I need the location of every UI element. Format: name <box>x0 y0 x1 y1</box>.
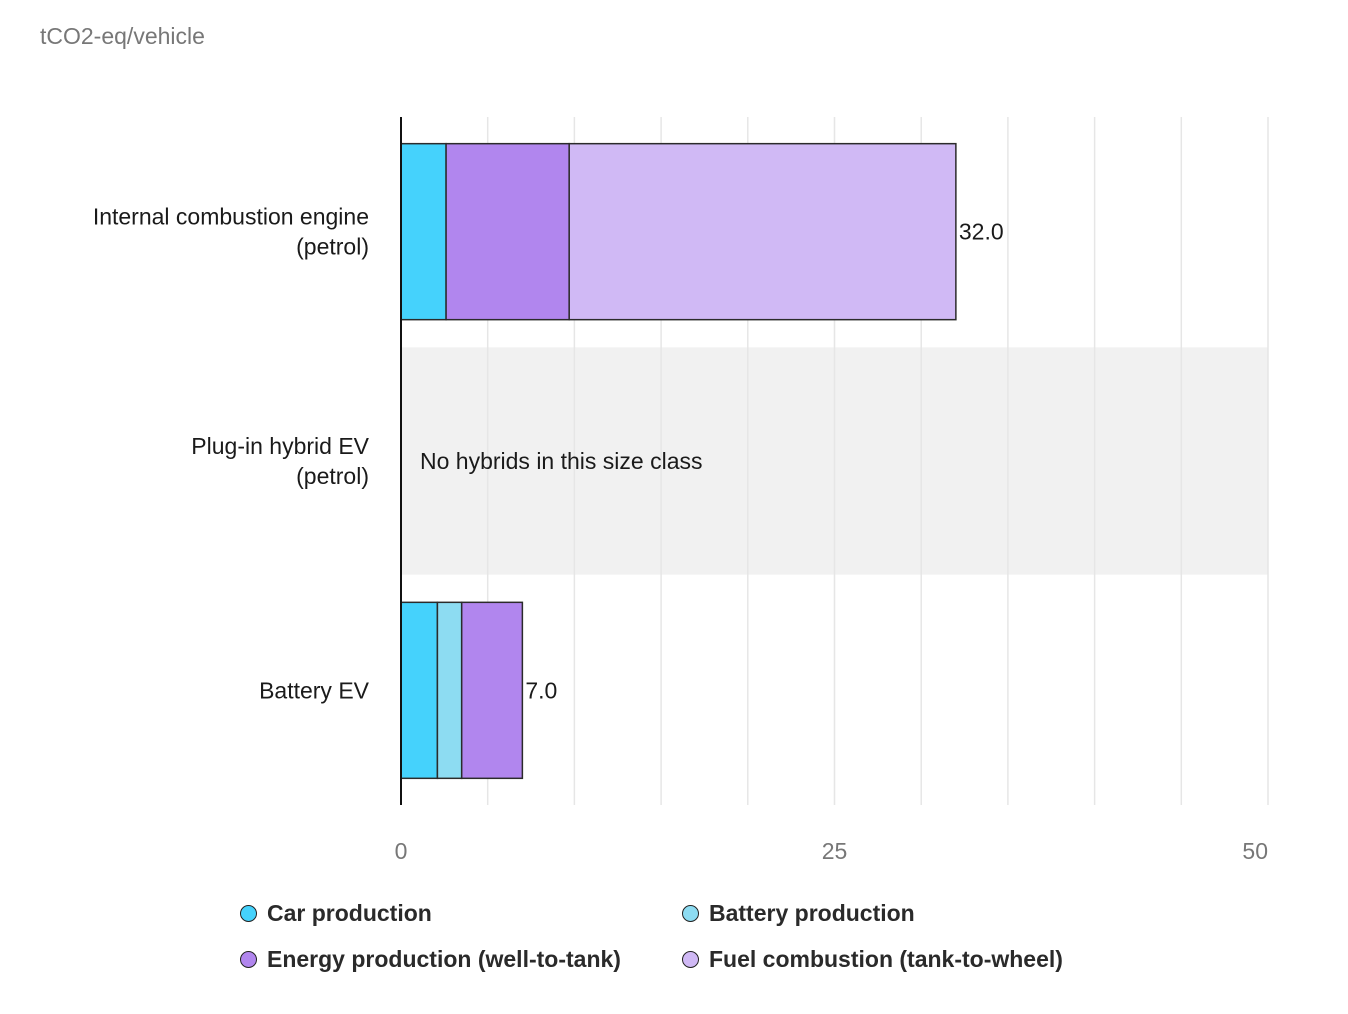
category-label: Plug-in hybrid EV <box>191 433 369 459</box>
x-tick-label: 25 <box>822 838 848 864</box>
bar-segment-energy-production-well-to-tank <box>445 142 570 321</box>
legend: Car production Battery production Energy p… <box>240 898 1140 975</box>
legend-swatch <box>240 951 257 968</box>
legend-swatch <box>240 905 257 922</box>
legend-swatch <box>682 905 699 922</box>
legend-label: Car production <box>267 900 432 926</box>
bar-segment-energy-production-well-to-tank <box>460 601 524 780</box>
legend-label: Battery production <box>709 900 915 926</box>
legend-label: Energy production (well-to-tank) <box>267 946 621 972</box>
unit-label: tCO2-eq/vehicle <box>40 23 205 49</box>
legend-item: Energy production (well-to-tank) <box>240 944 682 975</box>
no-data-note: No hybrids in this size class <box>420 448 703 474</box>
bar-segment-battery-production <box>436 601 463 780</box>
category-label: (petrol) <box>296 234 369 260</box>
category-label: (petrol) <box>296 463 369 489</box>
category-label: Internal combustion engine <box>93 204 369 230</box>
legend-item: Fuel combustion (tank-to-wheel) <box>682 944 1132 975</box>
legend-swatch <box>682 951 699 968</box>
category-label: Battery EV <box>259 677 370 703</box>
bar-segment-car-production <box>400 601 439 780</box>
total-value-label: 32.0 <box>959 219 1004 245</box>
total-value-label: 7.0 <box>525 677 557 703</box>
legend-item: Car production <box>240 898 682 929</box>
legend-item: Battery production <box>682 898 1132 929</box>
bar-segment-car-production <box>400 142 447 321</box>
x-tick-label: 50 <box>1242 838 1268 864</box>
legend-label: Fuel combustion (tank-to-wheel) <box>709 946 1063 972</box>
bar-segment-fuel-combustion-tank-to-wheel <box>568 142 957 321</box>
x-tick-label: 0 <box>395 838 408 864</box>
